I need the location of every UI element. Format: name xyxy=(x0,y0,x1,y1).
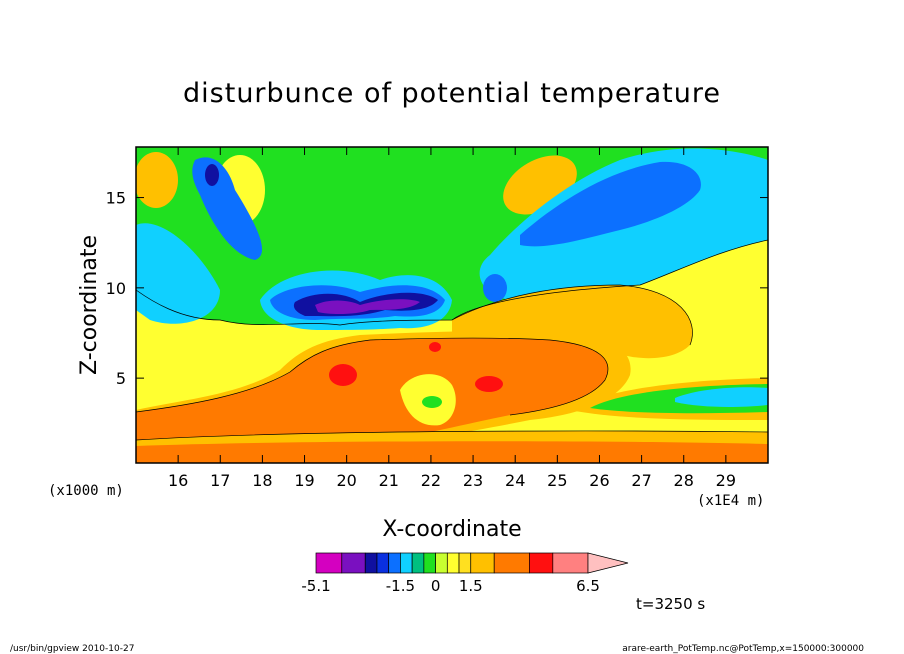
x-tick-label: 27 xyxy=(631,471,651,490)
x-tick-label: 20 xyxy=(336,471,356,490)
x-tick-label: 25 xyxy=(547,471,567,490)
x-tick-label: 23 xyxy=(463,471,483,490)
x-axis: 16 17 18 19 20 21 22 23 24 25 26 27 28 29 xyxy=(168,147,736,490)
chart-title: disturbunce of potential temperature xyxy=(183,78,721,109)
x-tick-label: 22 xyxy=(421,471,441,490)
time-annotation: t=3250 s xyxy=(636,595,705,613)
colorbar-cell xyxy=(529,552,554,574)
colorbar: -5.1 -1.5 0 1.5 6.5 xyxy=(301,552,629,595)
colorbar-cell xyxy=(411,552,425,574)
y-axis-label: Z-coordinate xyxy=(77,235,102,375)
x-tick-label: 28 xyxy=(674,471,694,490)
colorbar-extend-arrow xyxy=(587,552,629,574)
y-tick-label: 5 xyxy=(116,369,126,388)
colorbar-cell xyxy=(388,552,401,574)
colorbar-cell xyxy=(552,552,589,574)
x-unit-label: (x1E4 m) xyxy=(697,493,764,509)
colorbar-cell xyxy=(458,552,472,574)
x-tick-label: 29 xyxy=(716,471,736,490)
y-axis: 5 10 15 xyxy=(106,189,768,388)
colorbar-cell xyxy=(315,552,343,574)
colorbar-label: 0 xyxy=(431,577,441,595)
colorbar-cell xyxy=(341,552,366,574)
colorbar-cell xyxy=(470,552,495,574)
plot-area xyxy=(136,147,768,463)
colorbar-label: -5.1 xyxy=(301,577,330,595)
plot-frame xyxy=(135,146,769,464)
x-tick-label: 26 xyxy=(589,471,609,490)
y-unit-label: (x1000 m) xyxy=(48,483,124,499)
x-tick-label: 24 xyxy=(505,471,525,490)
colorbar-cell xyxy=(376,552,390,574)
colorbar-label: 6.5 xyxy=(576,577,600,595)
colorbar-label: 1.5 xyxy=(459,577,483,595)
y-tick-label: 15 xyxy=(106,189,126,208)
y-tick-label: 10 xyxy=(106,279,126,298)
footer-right: arare-earth_PotTemp.nc@PotTemp,x=150000:… xyxy=(622,644,864,654)
x-tick-label: 16 xyxy=(168,471,188,490)
colorbar-cell xyxy=(435,552,448,574)
colorbar-cell xyxy=(493,552,530,574)
colorbar-cell xyxy=(423,552,436,574)
colorbar-label: -1.5 xyxy=(386,577,415,595)
footer-left: /usr/bin/gpview 2010-10-27 xyxy=(10,644,134,654)
x-axis-label: X-coordinate xyxy=(382,517,521,542)
colorbar-cell xyxy=(446,552,460,574)
colorbar-cell xyxy=(364,552,378,574)
x-tick-label: 18 xyxy=(252,471,272,490)
colorbar-cell xyxy=(400,552,413,574)
x-tick-label: 17 xyxy=(210,471,230,490)
x-tick-label: 19 xyxy=(294,471,314,490)
x-tick-label: 21 xyxy=(379,471,399,490)
